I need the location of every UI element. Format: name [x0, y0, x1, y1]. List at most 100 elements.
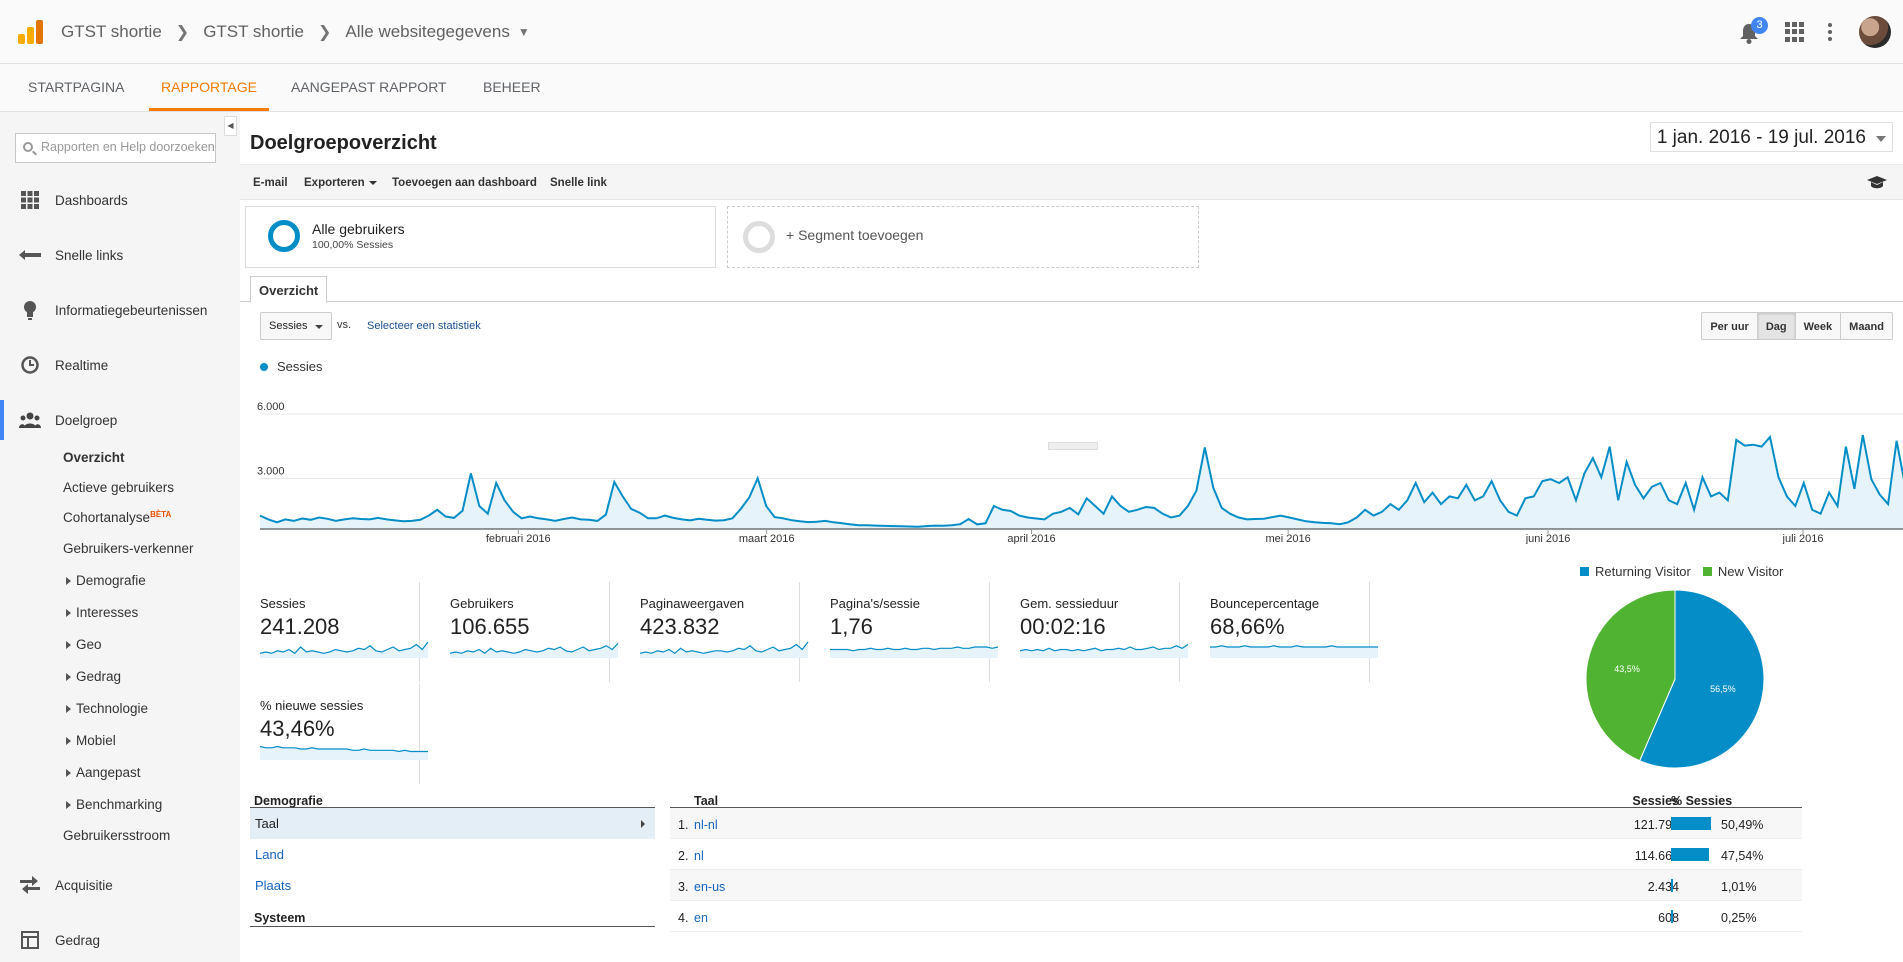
share-bar: [1671, 910, 1673, 923]
y-tick-label: 3.000: [257, 466, 285, 478]
avatar[interactable]: [1859, 16, 1891, 48]
sidebar-sub-gebruikersstroom[interactable]: Gebruikersstroom: [63, 828, 171, 843]
scorecard-label: Bouncepercentage: [1210, 596, 1320, 611]
language-link[interactable]: en-us: [694, 880, 726, 894]
shortcut-button[interactable]: Snelle link: [550, 177, 607, 189]
scorecard[interactable]: Sessies 241.208: [240, 582, 429, 682]
scorecard-label: Paginaweergaven: [640, 596, 745, 611]
select-statistic-link[interactable]: Selecteer een statistiek: [367, 320, 481, 332]
demografie-item-taal[interactable]: Taal: [250, 808, 655, 839]
sidebar-item-gedrag[interactable]: Gedrag: [0, 920, 240, 960]
sidebar-sub-geo[interactable]: Geo: [63, 637, 102, 652]
granularity-maand[interactable]: Maand: [1840, 313, 1892, 339]
graduation-cap-icon[interactable]: [1867, 176, 1887, 190]
demografie-item-land[interactable]: Land: [255, 847, 284, 862]
breadcrumb-view[interactable]: Alle websitegegevens: [345, 22, 510, 41]
more-vert-icon[interactable]: [1827, 23, 1833, 41]
sidebar-sub-gedrag[interactable]: Gedrag: [63, 669, 121, 684]
pie-legend-label: Returning Visitor: [1595, 564, 1691, 579]
sidebar-item-dashboards[interactable]: Dashboards: [0, 180, 240, 220]
tab-rapportage[interactable]: RAPPORTAGE: [149, 64, 269, 111]
sidebar-sub-technologie[interactable]: Technologie: [63, 701, 148, 716]
sidebar-sub-gebruikers-verkenner[interactable]: Gebruikers-verkenner: [63, 541, 194, 556]
pie-slice[interactable]: [1585, 590, 1676, 762]
triangle-right-icon: [66, 673, 71, 681]
x-tick-label: februari 2016: [486, 533, 551, 544]
segment-card-all-users[interactable]: Alle gebruikers 100,00% Sessies: [245, 206, 716, 268]
sessions-value: 114.667: [1634, 849, 1679, 863]
sidebar-item-doelgroep[interactable]: Doelgroep: [0, 400, 240, 440]
apps-grid-icon[interactable]: [1785, 22, 1805, 42]
breadcrumb-account[interactable]: GTST shortie: [61, 22, 162, 41]
scorecard[interactable]: Gem. sessieduur 00:02:16: [1000, 582, 1189, 682]
chevron-right-icon: ❯: [317, 24, 332, 41]
collapse-sidebar-button[interactable]: ◀: [224, 116, 237, 136]
top-bar: GTST shortie ❯ GTST shortie ❯ Alle websi…: [0, 0, 1903, 64]
scorecard-value: 1,76: [830, 614, 873, 639]
sidebar-sub-aangepast[interactable]: Aangepast: [63, 765, 141, 780]
chart-resize-handle[interactable]: [1048, 442, 1098, 450]
sidebar-sub-overzicht[interactable]: Overzicht: [63, 450, 125, 465]
sparkline: [260, 745, 428, 760]
chevron-left-icon: ◀: [227, 121, 234, 130]
scorecard[interactable]: Bouncepercentage 68,66%: [1190, 582, 1378, 682]
add-to-dashboard-button[interactable]: Toevoegen aan dashboard: [392, 177, 537, 189]
scorecard[interactable]: Paginaweergaven 423.832: [620, 582, 809, 682]
sessions-line-chart[interactable]: 6.000 3.000 februari 2016 maart 2016 april 2…: [255, 374, 1903, 544]
series-area: [260, 435, 1903, 529]
tab-aangepast-rapport[interactable]: AANGEPAST RAPPORT: [291, 79, 447, 95]
sidebar-sub-label: Demografie: [76, 573, 146, 588]
sidebar-item-acquisitie[interactable]: Acquisitie: [0, 865, 240, 905]
scorecard[interactable]: % nieuwe sessies 43,46%: [240, 684, 428, 784]
sidebar-sub-label: Aangepast: [76, 765, 141, 780]
granularity-week[interactable]: Week: [1794, 313, 1841, 339]
sparkline: [830, 646, 999, 658]
language-link[interactable]: nl-nl: [694, 818, 718, 832]
pie-slice[interactable]: [1638, 590, 1765, 769]
granularity-dag[interactable]: Dag: [1756, 313, 1795, 339]
sidebar-sub-demografie[interactable]: Demografie: [63, 573, 146, 588]
x-tick-label: juli 2016: [1782, 533, 1824, 544]
demografie-item-plaats[interactable]: Plaats: [255, 878, 292, 893]
chevron-down-icon[interactable]: ▼: [517, 25, 530, 39]
sidebar-item-snelle-links[interactable]: Snelle links: [0, 235, 240, 275]
sidebar-sub-cohortanalyse[interactable]: CohortanalyseBÈTA: [63, 510, 171, 525]
sidebar-sub-interesses[interactable]: Interesses: [63, 605, 138, 620]
visitor-type-pie-chart[interactable]: 56,5% 43,5%: [1585, 590, 1785, 790]
sidebar-item-informatiegebeurtenissen[interactable]: Informatiegebeurtenissen: [0, 290, 240, 330]
tab-overzicht[interactable]: Overzicht: [250, 276, 328, 303]
notifications-button[interactable]: 3: [1737, 17, 1768, 47]
row-number: 1.: [678, 818, 689, 832]
sidebar-sub-mobiel[interactable]: Mobiel: [63, 733, 116, 748]
tab-beheer[interactable]: BEHEER: [483, 79, 541, 95]
row-number: 2.: [678, 849, 689, 863]
sidebar-sub-actieve-gebruikers[interactable]: Actieve gebruikers: [63, 480, 175, 495]
triangle-right-icon: [66, 801, 71, 809]
analytics-logo-icon[interactable]: [18, 20, 44, 44]
granularity-per-uur[interactable]: Per uur: [1710, 321, 1749, 333]
language-link[interactable]: en: [694, 911, 708, 925]
export-button[interactable]: Exporteren: [304, 177, 377, 189]
triangle-right-icon: [66, 769, 71, 777]
granularity-toggle: Per uur Dag Week Maand: [1701, 312, 1893, 340]
x-tick-label: maart 2016: [739, 533, 795, 544]
sidebar-sub-benchmarking[interactable]: Benchmarking: [63, 797, 162, 812]
sparkline-line: [260, 641, 429, 655]
breadcrumb-property[interactable]: GTST shortie: [203, 22, 304, 41]
search-input[interactable]: Rapporten en Help doorzoeken: [15, 133, 216, 163]
pie-legend-label: New Visitor: [1717, 564, 1784, 579]
page-title: Doelgroepoverzicht: [250, 132, 437, 154]
systeem-header: Systeem: [250, 901, 655, 927]
column-header-pct-sessies: % Sessies: [1671, 794, 1733, 808]
email-button[interactable]: E-mail: [253, 177, 288, 189]
tab-startpagina[interactable]: STARTPAGINA: [28, 79, 125, 95]
scorecard[interactable]: Pagina's/sessie 1,76: [810, 582, 999, 682]
metric-select[interactable]: Sessies: [260, 312, 332, 340]
sidebar-item-realtime[interactable]: Realtime: [0, 345, 240, 385]
scorecard[interactable]: Gebruikers 106.655: [430, 582, 619, 682]
demografie-label: Taal: [255, 816, 279, 831]
lightbulb-icon: [19, 299, 41, 321]
add-segment-button[interactable]: + Segment toevoegen: [727, 206, 1199, 268]
language-link[interactable]: nl: [694, 849, 704, 863]
date-range-picker[interactable]: 1 jan. 2016 - 19 jul. 2016: [1649, 122, 1893, 152]
